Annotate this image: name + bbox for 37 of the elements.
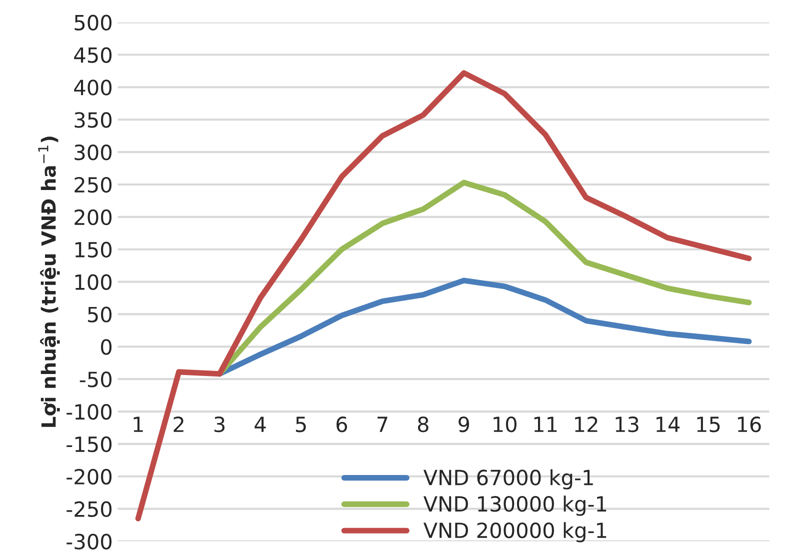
x-tick-label: 15 <box>697 416 720 432</box>
x-tick-label: 3 <box>214 416 225 432</box>
y-tick-label: 500 <box>74 14 112 31</box>
y-tick-label: 100 <box>75 274 112 290</box>
x-tick-label: 10 <box>494 416 516 432</box>
y-tick-label: -100 <box>66 404 112 420</box>
y-tick-label: 50 <box>88 306 112 322</box>
x-tick-label: 13 <box>616 416 638 432</box>
x-tick-label: 14 <box>656 416 680 432</box>
x-tick-label: 2 <box>174 416 184 432</box>
x-tick-label: 4 <box>254 416 266 432</box>
y-tick-label: 300 <box>74 144 112 160</box>
x-tick-label: 11 <box>534 416 557 432</box>
x-tick-label: 7 <box>378 416 388 432</box>
y-tick-label: -200 <box>66 468 112 485</box>
y-tick-label: -300 <box>66 534 112 550</box>
legend-label: VND 130000 kg-1 <box>423 496 606 516</box>
y-tick-label: 400 <box>74 80 112 96</box>
y-tick-label: 450 <box>74 47 112 63</box>
y-tick-label: 200 <box>74 209 112 226</box>
x-tick-label: 6 <box>336 416 348 432</box>
x-tick-label: 1 <box>134 416 143 432</box>
y-tick-label: -150 <box>66 436 112 452</box>
y-tick-label: 250 <box>74 176 112 193</box>
y-tick-label: -50 <box>80 372 112 388</box>
x-tick-label: 5 <box>296 416 306 432</box>
x-tick-label: 16 <box>738 416 761 432</box>
x-tick-label: 12 <box>575 416 598 432</box>
y-tick-label: -250 <box>66 501 112 518</box>
y-tick-label: 150 <box>75 242 112 258</box>
y-axis-title: Lợi nhuận (triệu VNĐ ha$^{−1}$) <box>38 136 60 427</box>
legend-label: VND 67000 kg-1 <box>423 469 593 490</box>
legend-label: VND 200000 kg-1 <box>423 522 606 542</box>
x-tick-label: 9 <box>458 416 470 432</box>
y-tick-label: 0 <box>101 339 112 355</box>
y-tick-label: 350 <box>74 112 112 128</box>
x-tick-label: 8 <box>418 416 428 432</box>
